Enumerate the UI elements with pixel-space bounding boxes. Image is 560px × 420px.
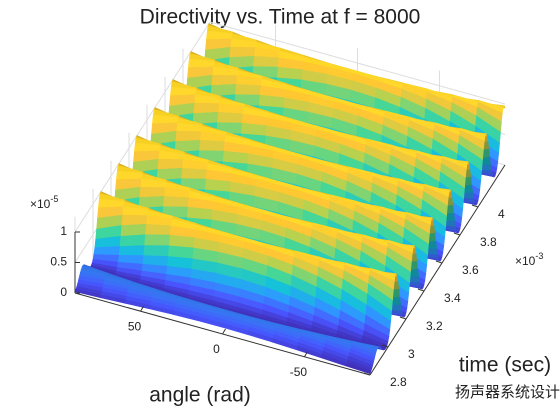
surface-patch	[234, 83, 261, 96]
y-multiplier: ×10-3	[515, 251, 543, 268]
surface-patch	[162, 195, 189, 208]
grid-line	[74, 21, 211, 233]
y-tick-label: 3	[408, 347, 415, 361]
surface-patch	[174, 130, 202, 142]
surface-patch	[120, 214, 148, 226]
surface-patch	[143, 234, 170, 247]
surface-patch	[156, 158, 184, 170]
surface-patch	[119, 223, 147, 237]
surface-patch	[142, 245, 169, 257]
surface-patch	[93, 246, 120, 256]
y-tick	[453, 232, 461, 236]
surface-patch	[180, 167, 207, 180]
y-tick	[471, 204, 479, 208]
surface-patch	[144, 223, 171, 236]
chart-title: Directivity vs. Time at f = 8000	[140, 6, 421, 29]
surface-patch	[198, 139, 225, 152]
surface-patch	[74, 288, 101, 298]
y-tick-label: 3.6	[462, 263, 479, 277]
y-tick	[399, 316, 407, 320]
x-tick	[304, 351, 308, 358]
x-tick-label: -50	[290, 365, 308, 379]
y-axis	[369, 164, 506, 376]
y-tick	[363, 372, 371, 376]
surface-patch	[252, 55, 279, 68]
z-multiplier-base: ×10	[30, 197, 51, 211]
z-multiplier: ×10-5	[30, 194, 58, 211]
y-tick-label: 3.8	[480, 235, 497, 249]
z-tick-label: 0.5	[50, 255, 67, 269]
surface-patch	[119, 234, 146, 247]
y-tick	[417, 288, 425, 292]
z-tick-label: 1	[60, 224, 67, 238]
y-multiplier-exp: -3	[535, 251, 543, 261]
surface-patch	[192, 102, 220, 114]
x-tick	[222, 328, 226, 335]
x-axis-label: angle (rad)	[149, 384, 251, 407]
watermark: 扬声器系统设计与仿真	[455, 383, 560, 401]
y-axis-label: time (sec)	[459, 354, 551, 377]
z-multiplier-exp: -5	[50, 194, 58, 204]
y-tick	[435, 260, 443, 264]
surface	[74, 23, 506, 375]
x-tick	[140, 305, 144, 312]
y-multiplier-base: ×10	[515, 254, 536, 268]
surface-patch	[138, 186, 166, 198]
y-tick	[381, 344, 389, 348]
z-tick-label: 0	[60, 285, 67, 299]
y-tick-label: 3.2	[426, 319, 443, 333]
x-tick-label: 50	[128, 319, 142, 333]
y-tick-label: 2.8	[390, 375, 407, 389]
surface-patch	[210, 74, 238, 86]
surface-patch	[216, 111, 243, 124]
axis-lines	[74, 164, 506, 376]
surface-patch	[118, 245, 145, 256]
surface-patch	[228, 46, 256, 58]
x-tick-label: 0	[213, 342, 220, 356]
y-tick-label: 4	[498, 207, 505, 221]
y-tick-label: 3.4	[444, 291, 461, 305]
